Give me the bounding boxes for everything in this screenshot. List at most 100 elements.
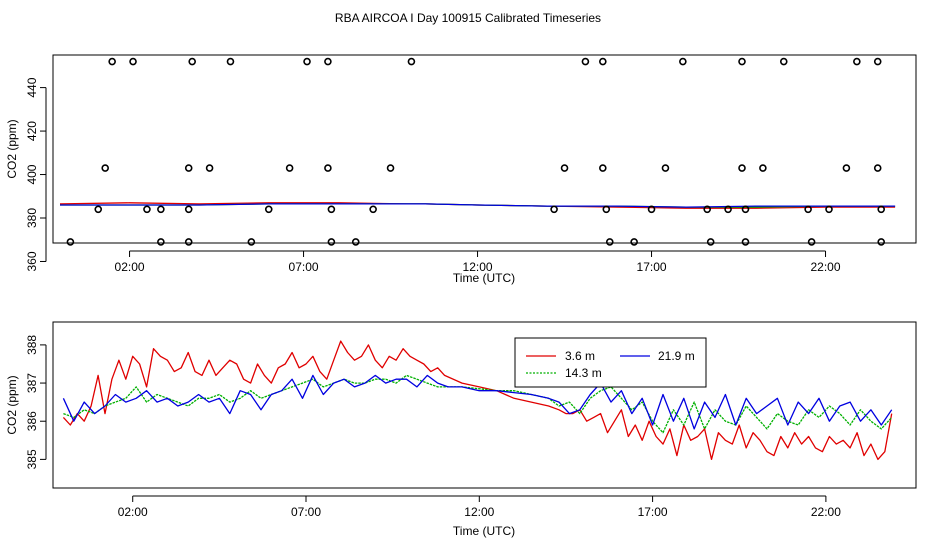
bottom-panel: 02:00 07:00 12:00 17:00 22:00 385 386 387 388 T… [5, 321, 917, 538]
top-line-21-9-m [60, 203, 896, 208]
top-y-tick-label: 440 [25, 77, 39, 97]
top-y-axis: 360 380 400 420 440 [25, 77, 47, 271]
top-point [661, 164, 670, 172]
top-point [247, 238, 256, 246]
top-point [738, 164, 746, 172]
top-panel: 02:00 07:00 12:00 17:00 22:00 360 380 400 420 44… [5, 54, 917, 285]
bottom-series-lines [62, 340, 893, 461]
top-point [324, 164, 332, 172]
top-point [285, 164, 294, 172]
top-point [184, 164, 193, 172]
legend: 3.6 m 21.9 m 14.3 m [514, 337, 707, 388]
top-point [157, 205, 165, 214]
bottom-x-axis-label: Time (UTC) [453, 524, 515, 538]
bottom-y-tick-label: 386 [25, 411, 39, 431]
bottom-x-tick-label: 07:00 [291, 505, 321, 519]
top-point [226, 57, 235, 66]
legend-label-21-9m: 21.9 m [658, 349, 695, 363]
top-point [94, 205, 103, 214]
top-point [877, 238, 886, 246]
top-point [386, 164, 395, 172]
bottom-x-tick-label: 02:00 [118, 505, 148, 519]
top-point [101, 164, 109, 172]
top-point [205, 164, 214, 172]
top-point [647, 205, 656, 214]
top-point [188, 57, 196, 66]
top-point [804, 205, 812, 214]
top-x-tick-label: 22:00 [811, 260, 841, 274]
top-point [108, 57, 116, 66]
bottom-x-tick-label: 17:00 [638, 505, 668, 519]
bottom-y-tick-label: 385 [25, 449, 39, 469]
top-x-tick-label: 07:00 [289, 260, 319, 274]
top-point [66, 238, 75, 246]
top-point [853, 57, 861, 66]
top-point [324, 57, 332, 66]
legend-box [514, 337, 707, 388]
top-point [703, 205, 712, 214]
bottom-y-tick-label: 387 [25, 373, 39, 393]
top-point [741, 205, 750, 214]
top-point [184, 238, 193, 246]
top-point [599, 164, 607, 172]
top-point [679, 57, 687, 66]
top-point [351, 238, 360, 246]
top-point [143, 205, 151, 214]
top-point [738, 57, 746, 66]
bottom-x-tick-label: 12:00 [464, 505, 494, 519]
bottom-line-14-3-m [63, 374, 893, 434]
top-x-tick-label: 12:00 [463, 260, 493, 274]
top-point [842, 164, 851, 172]
top-y-tick-label: 420 [25, 121, 39, 141]
top-x-axis-label: Time (UTC) [453, 271, 515, 285]
top-point [599, 57, 607, 66]
bottom-line-21-9-m [62, 374, 893, 430]
top-y-tick-label: 360 [25, 251, 39, 271]
top-point [605, 238, 614, 246]
top-point [706, 238, 715, 246]
top-x-tick-label: 17:00 [637, 260, 667, 274]
top-point [264, 205, 273, 214]
top-series-lines [59, 202, 896, 209]
top-point [369, 205, 377, 214]
bottom-y-axis: 385 386 387 388 [25, 335, 47, 469]
top-point [724, 205, 732, 214]
top-point [825, 205, 833, 214]
top-y-tick-label: 380 [25, 208, 39, 228]
figure-title: RBA AIRCOA I Day 100915 Calibrated Times… [335, 11, 601, 25]
top-x-axis: 02:00 07:00 12:00 17:00 22:00 [115, 250, 841, 274]
top-point [630, 238, 638, 246]
top-point [602, 205, 611, 214]
bottom-plot-frame [52, 321, 917, 489]
top-point [129, 57, 137, 66]
top-point [873, 57, 882, 66]
top-y-axis-label: CO2 (ppm) [5, 119, 19, 178]
top-point [807, 238, 816, 246]
legend-label-14-3m: 14.3 m [565, 366, 602, 380]
top-point [327, 205, 336, 214]
top-x-tick-label: 02:00 [115, 260, 145, 274]
top-point [779, 57, 788, 66]
bottom-line-3-6-m [62, 340, 893, 461]
top-point [157, 238, 165, 246]
top-point [407, 57, 416, 66]
bottom-x-tick-label: 22:00 [811, 505, 841, 519]
top-point [560, 164, 569, 172]
bottom-x-axis: 02:00 07:00 12:00 17:00 22:00 [118, 495, 841, 519]
bottom-y-tick-label: 388 [25, 335, 39, 355]
top-point [759, 164, 767, 172]
top-point [303, 57, 311, 66]
bottom-y-axis-label: CO2 (ppm) [5, 375, 19, 434]
top-plot-frame [52, 54, 917, 244]
top-y-tick-label: 400 [25, 164, 39, 184]
top-point [184, 205, 193, 214]
top-point [873, 164, 882, 172]
top-point [327, 238, 336, 246]
top-point [877, 205, 886, 214]
top-point [741, 238, 750, 246]
top-points [66, 57, 886, 246]
top-point [581, 57, 590, 66]
legend-label-3-6m: 3.6 m [565, 349, 595, 363]
top-point [550, 205, 558, 214]
